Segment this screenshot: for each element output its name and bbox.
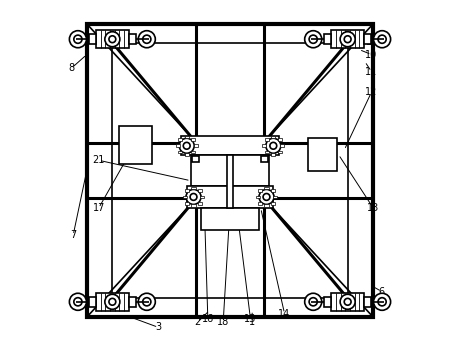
Bar bbox=[261, 156, 267, 162]
Bar bbox=[363, 34, 370, 44]
Text: 16: 16 bbox=[201, 314, 213, 324]
Bar bbox=[96, 293, 129, 311]
Text: 13: 13 bbox=[366, 203, 379, 213]
Circle shape bbox=[185, 190, 201, 205]
Bar bbox=[129, 297, 135, 307]
Bar bbox=[330, 30, 363, 48]
Bar bbox=[191, 187, 195, 190]
Bar bbox=[178, 151, 182, 153]
Bar bbox=[190, 155, 269, 186]
Text: 15: 15 bbox=[244, 314, 256, 324]
Bar bbox=[201, 208, 258, 230]
Circle shape bbox=[69, 31, 86, 48]
Bar bbox=[363, 297, 370, 307]
Circle shape bbox=[179, 138, 194, 153]
Text: 3: 3 bbox=[155, 322, 161, 332]
Circle shape bbox=[373, 293, 390, 310]
Circle shape bbox=[373, 31, 390, 48]
Text: 6: 6 bbox=[378, 286, 384, 297]
Bar bbox=[270, 202, 274, 205]
Bar bbox=[271, 135, 275, 138]
Bar bbox=[112, 43, 347, 298]
Bar bbox=[187, 186, 272, 208]
Bar bbox=[197, 189, 202, 192]
Bar bbox=[178, 138, 182, 141]
Bar bbox=[262, 145, 266, 147]
Bar bbox=[277, 151, 281, 153]
Text: 2: 2 bbox=[194, 317, 200, 327]
Bar bbox=[190, 138, 195, 141]
Text: 7: 7 bbox=[70, 230, 76, 240]
Bar bbox=[257, 202, 262, 205]
Bar bbox=[308, 138, 337, 170]
Bar bbox=[271, 153, 275, 156]
Circle shape bbox=[339, 32, 354, 47]
Bar bbox=[280, 145, 284, 147]
Bar bbox=[324, 34, 330, 44]
Circle shape bbox=[265, 138, 280, 153]
Bar bbox=[226, 155, 233, 208]
Bar bbox=[257, 189, 262, 192]
Bar bbox=[330, 293, 363, 311]
Bar bbox=[264, 187, 268, 190]
Text: 10: 10 bbox=[364, 49, 377, 60]
Bar bbox=[119, 126, 151, 164]
Bar bbox=[200, 196, 204, 198]
Bar bbox=[184, 153, 188, 156]
Circle shape bbox=[105, 32, 120, 47]
Bar bbox=[192, 156, 198, 162]
Bar bbox=[193, 145, 197, 147]
Bar bbox=[96, 30, 129, 48]
Bar bbox=[89, 297, 96, 307]
Bar bbox=[129, 34, 135, 44]
Bar bbox=[185, 202, 189, 205]
Text: 12: 12 bbox=[364, 87, 377, 97]
Text: 21: 21 bbox=[92, 155, 105, 165]
Circle shape bbox=[138, 31, 155, 48]
Text: 14: 14 bbox=[278, 309, 290, 319]
Text: 11: 11 bbox=[364, 66, 377, 77]
Text: 18: 18 bbox=[217, 317, 229, 327]
Bar bbox=[264, 138, 269, 141]
Circle shape bbox=[304, 31, 321, 48]
Bar bbox=[190, 151, 195, 153]
Bar bbox=[255, 196, 259, 198]
Circle shape bbox=[138, 293, 155, 310]
Bar bbox=[264, 205, 268, 207]
Circle shape bbox=[69, 293, 86, 310]
Text: 9: 9 bbox=[375, 39, 381, 49]
Bar bbox=[87, 24, 372, 317]
Bar bbox=[182, 196, 186, 198]
Bar bbox=[89, 34, 96, 44]
Circle shape bbox=[339, 294, 354, 309]
Text: 1: 1 bbox=[249, 317, 255, 327]
Bar bbox=[185, 189, 189, 192]
Circle shape bbox=[105, 294, 120, 309]
Bar bbox=[324, 297, 330, 307]
Bar bbox=[191, 205, 195, 207]
Bar bbox=[180, 136, 279, 155]
Bar bbox=[197, 202, 202, 205]
Bar bbox=[270, 189, 274, 192]
Bar bbox=[277, 138, 281, 141]
Bar bbox=[184, 135, 188, 138]
Bar bbox=[175, 145, 179, 147]
Circle shape bbox=[304, 293, 321, 310]
Text: 8: 8 bbox=[68, 63, 74, 73]
Bar bbox=[273, 196, 277, 198]
Circle shape bbox=[258, 190, 274, 205]
Bar bbox=[264, 151, 269, 153]
Text: 17: 17 bbox=[92, 203, 105, 213]
